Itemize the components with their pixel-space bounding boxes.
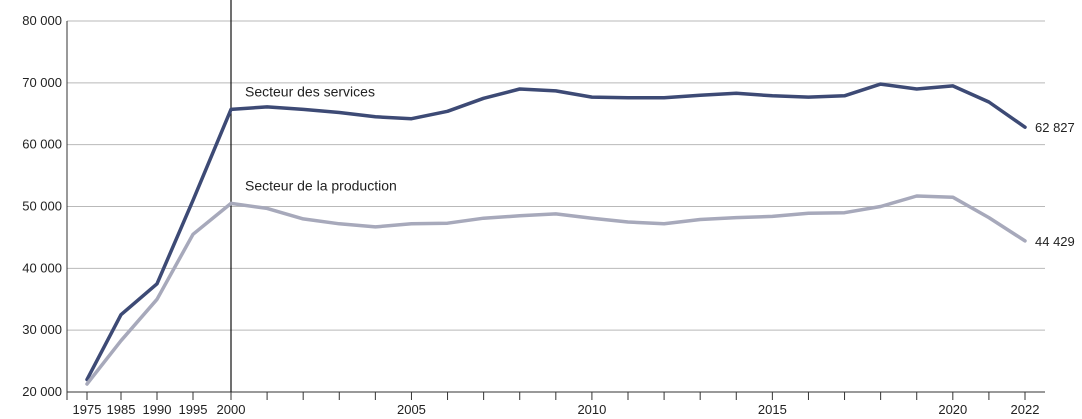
labels: 20 000 30 000 40 000 50 000 60 000 70 000 80 0… xyxy=(22,13,1075,417)
y-tick-label: 20 000 xyxy=(22,384,62,399)
y-tick-label: 60 000 xyxy=(22,137,62,152)
series-line xyxy=(85,82,1027,382)
x-tick-label: 2010 xyxy=(577,402,606,417)
series-label: Secteur de la production xyxy=(245,177,397,193)
series-end-value: 44 429 xyxy=(1035,234,1075,249)
x-tick-label: 1975 xyxy=(73,402,102,417)
y-tick-label: 80 000 xyxy=(22,13,62,28)
y-tick-label: 40 000 xyxy=(22,260,62,275)
y-tick-label: 30 000 xyxy=(22,322,62,337)
series-lines xyxy=(85,82,1027,386)
y-tick-label: 70 000 xyxy=(22,75,62,90)
x-tick-label: 2005 xyxy=(397,402,426,417)
axes xyxy=(66,0,1045,400)
grid-lines xyxy=(67,20,1045,331)
x-tick-label: 2015 xyxy=(758,402,787,417)
series-end-value: 62 827 xyxy=(1035,120,1075,135)
x-tick-label: 1990 xyxy=(143,402,172,417)
x-tick-label: 1995 xyxy=(179,402,208,417)
x-tick-label: 2000 xyxy=(217,402,246,417)
x-tick-label: 1985 xyxy=(107,402,136,417)
x-tick-label: 2020 xyxy=(938,402,967,417)
y-tick-label: 50 000 xyxy=(22,199,62,214)
x-tick-label: 2022 xyxy=(1011,402,1040,417)
series-line xyxy=(85,194,1027,386)
series-label: Secteur des services xyxy=(245,83,375,99)
